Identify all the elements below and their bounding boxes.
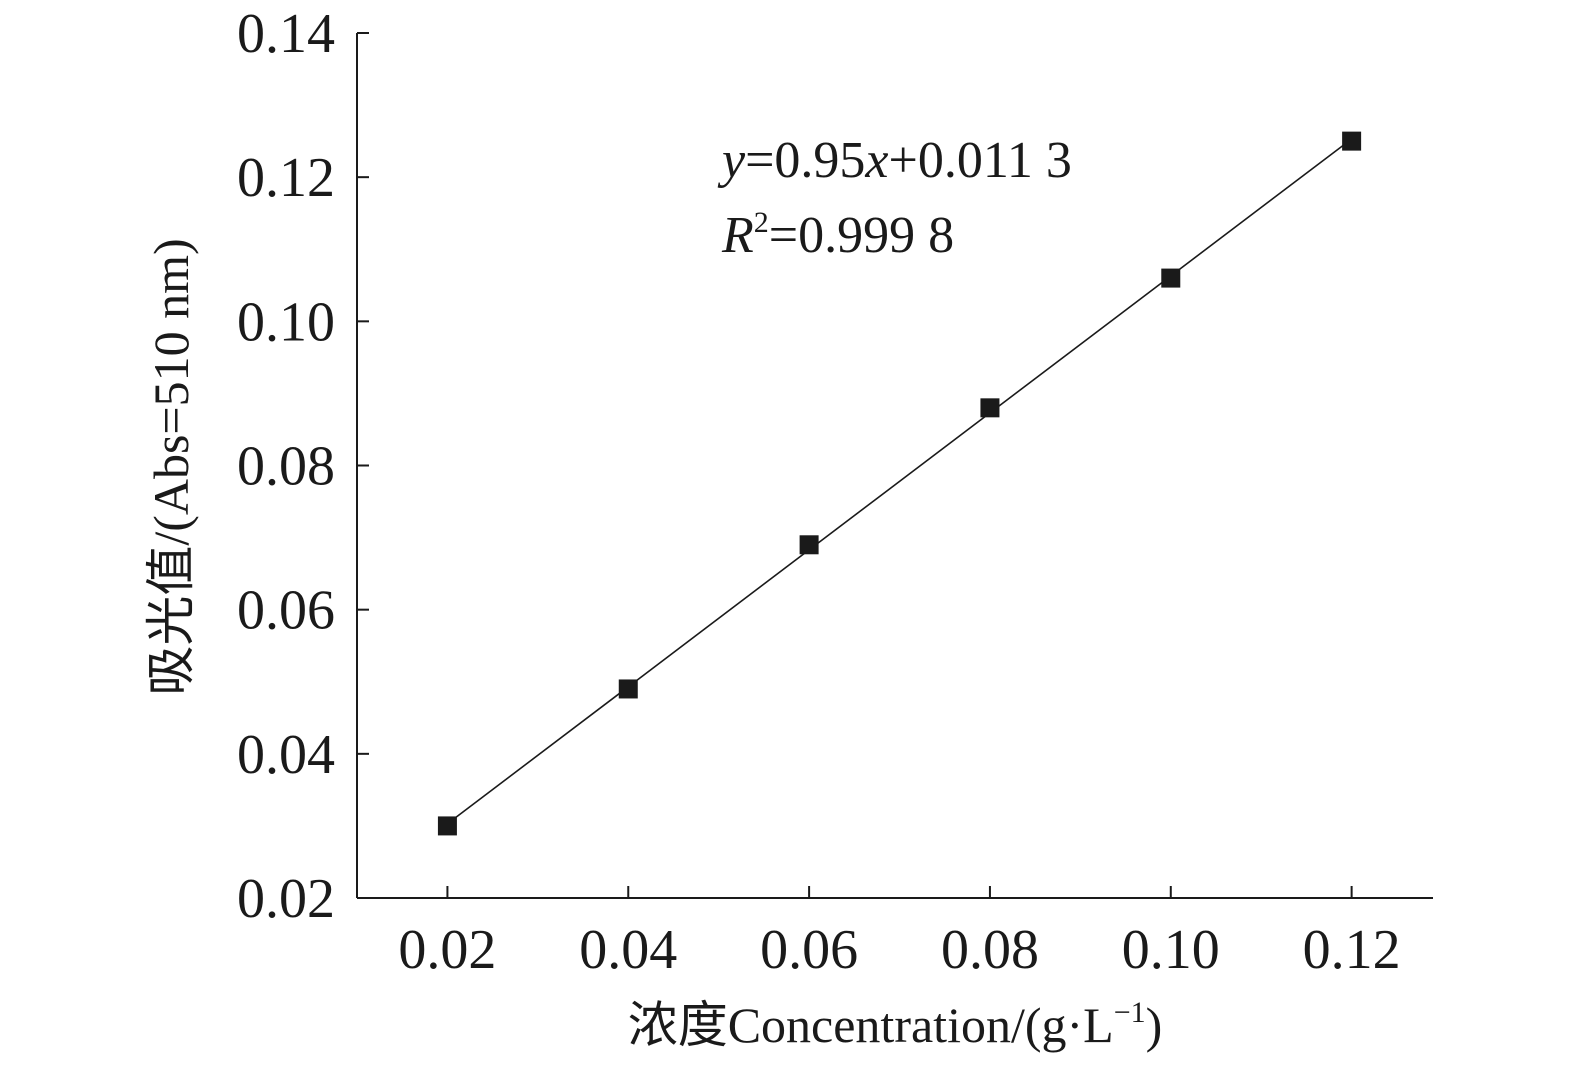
x-tick-label: 0.02 [398,919,496,981]
data-point [799,535,819,555]
data-point [1342,131,1362,151]
r-squared: R2=0.999 8 [721,206,954,264]
data-points [437,131,1362,836]
data-point [437,816,457,836]
x-axis-label: 浓度Concentration/(g·L−1) [628,996,1163,1053]
y-tick-label: 0.06 [237,580,335,642]
x-tick-label: 0.08 [941,919,1039,981]
fit-line [446,138,1353,825]
fit-line-group [446,138,1353,825]
y-tick-label: 0.02 [237,868,335,930]
data-point [618,679,638,699]
x-tick-label: 0.06 [760,919,858,981]
data-point [1161,268,1181,288]
y-tick-label: 0.04 [237,724,335,786]
x-tick-label: 0.10 [1122,919,1220,981]
x-tick-label: 0.12 [1303,919,1401,981]
regression-equation: y=0.95x+0.011 3 [717,132,1072,189]
y-tick-label: 0.12 [237,147,335,209]
y-tick-label: 0.08 [237,436,335,498]
y-axis-label: 吸光值/(Abs=510 nm) [143,238,199,695]
x-tick-label: 0.04 [579,919,677,981]
y-ticks: 0.02 0.04 0.06 0.08 0.10 0.12 0.14 [237,3,369,930]
data-point [980,398,1000,418]
y-tick-label: 0.10 [237,291,335,353]
y-tick-label: 0.14 [237,3,335,65]
x-ticks: 0.02 0.04 0.06 0.08 0.10 0.12 [398,886,1401,981]
